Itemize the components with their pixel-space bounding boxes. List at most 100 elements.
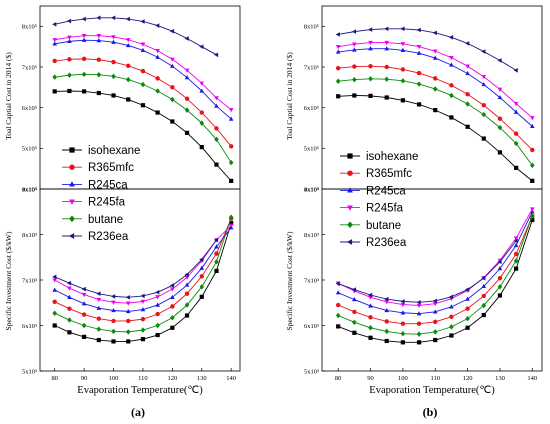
data-point-r245fa xyxy=(513,236,519,241)
data-point-r365mfc xyxy=(368,315,373,320)
series-butane xyxy=(52,71,234,166)
legend-marker xyxy=(347,221,353,229)
series-line-r236ea xyxy=(54,239,217,298)
data-point-butane xyxy=(155,88,160,94)
data-point-r245ca xyxy=(170,294,175,299)
x-tick-label: 120 xyxy=(167,375,177,382)
data-point-isohexane xyxy=(96,337,101,343)
data-point-r365mfc xyxy=(214,126,219,131)
data-point-r245ca xyxy=(529,123,535,129)
data-point-butane xyxy=(432,329,438,335)
data-point-r236ea xyxy=(169,283,175,288)
y-tick-label: 4x10⁵ xyxy=(22,186,37,193)
series-r245fa xyxy=(335,40,535,121)
data-point-r245fa xyxy=(52,38,58,43)
data-point-r245fa xyxy=(529,207,535,212)
legend-item-r245fa: R245fa xyxy=(62,197,126,209)
data-point-r365mfc xyxy=(384,319,389,324)
data-point-isohexane xyxy=(170,325,175,330)
data-point-butane xyxy=(368,325,373,331)
y-tick-label: 7x10³ xyxy=(304,277,319,284)
x-tick-label: 120 xyxy=(463,375,473,382)
panel-b-label: (b) xyxy=(423,405,438,419)
data-point-butane xyxy=(111,73,116,80)
legend-label: R245fa xyxy=(366,203,404,215)
data-point-r236ea xyxy=(351,29,357,34)
data-point-isohexane xyxy=(199,294,204,299)
data-point-r245ca xyxy=(449,304,454,309)
data-point-butane xyxy=(67,317,72,323)
data-point-r245fa xyxy=(111,35,116,40)
data-point-isohexane xyxy=(155,110,160,115)
data-point-isohexane xyxy=(336,94,341,99)
data-point-r365mfc xyxy=(352,64,357,69)
data-point-butane xyxy=(497,124,503,131)
series-isohexane xyxy=(52,221,234,344)
series-line-r365mfc xyxy=(338,216,533,325)
data-point-r236ea xyxy=(66,280,72,286)
x-tick-label: 100 xyxy=(109,375,119,382)
data-point-isohexane xyxy=(214,268,219,273)
data-point-r245ca xyxy=(96,38,102,43)
data-point-r365mfc xyxy=(416,70,422,76)
legend-marker xyxy=(69,164,75,170)
data-point-r245fa xyxy=(449,55,454,61)
data-point-r365mfc xyxy=(228,144,234,149)
data-point-butane xyxy=(170,96,175,103)
legend-label: R245fa xyxy=(88,197,126,209)
y-tick-label: 9x10³ xyxy=(304,186,319,193)
y-tick-label: 5x10³ xyxy=(304,368,319,375)
data-point-r365mfc xyxy=(530,147,535,153)
series-r236ea xyxy=(335,26,518,73)
data-point-r245ca xyxy=(481,81,487,87)
data-point-butane xyxy=(400,330,406,337)
data-point-r365mfc xyxy=(513,251,519,257)
data-point-r245fa xyxy=(67,35,72,40)
legend-label: R236ea xyxy=(88,231,129,243)
data-point-isohexane xyxy=(465,325,470,330)
data-point-r245fa xyxy=(125,301,131,306)
data-point-r245ca xyxy=(432,55,438,60)
data-point-r236ea xyxy=(169,28,175,34)
data-point-r365mfc xyxy=(449,314,454,320)
data-point-butane xyxy=(67,72,72,78)
data-point-r245ca xyxy=(67,294,72,299)
data-point-isohexane xyxy=(514,165,519,170)
series-r245ca xyxy=(335,209,535,316)
x-tick-label: 110 xyxy=(430,375,440,382)
data-point-r236ea xyxy=(96,291,101,296)
legend-item-r236ea: R236ea xyxy=(340,237,407,249)
data-point-r245ca xyxy=(170,63,175,68)
data-point-butane xyxy=(513,258,519,264)
series-r365mfc xyxy=(335,63,535,153)
data-point-isohexane xyxy=(352,93,357,98)
legend-item-r245ca: R245ca xyxy=(340,185,406,197)
data-point-r365mfc xyxy=(140,316,146,322)
data-point-butane xyxy=(155,322,160,329)
y-tick-label: 6x10⁵ xyxy=(304,105,319,112)
data-point-isohexane xyxy=(336,324,341,329)
data-point-r236ea xyxy=(140,19,145,24)
data-point-r245fa xyxy=(529,116,535,121)
data-point-r365mfc xyxy=(214,251,219,256)
y-tick-label: 8x10³ xyxy=(304,232,319,239)
x-tick-label: 100 xyxy=(398,375,408,382)
data-point-r245fa xyxy=(155,295,160,300)
data-point-r365mfc xyxy=(52,299,57,305)
legend-label: isohexane xyxy=(88,145,140,157)
legend-item-r365mfc: R365mfc xyxy=(340,168,412,180)
panel-b-top-plot: 4x10⁵ 5x10⁵ 6x10⁵ 7x10⁵ 8x10⁵ xyxy=(304,24,535,193)
legend-marker xyxy=(69,215,75,223)
data-point-isohexane xyxy=(229,178,234,183)
data-point-r236ea xyxy=(465,41,470,46)
data-point-butane xyxy=(529,162,535,169)
panel-a-bottom-frame xyxy=(39,188,241,372)
data-point-r245fa xyxy=(416,303,422,308)
data-point-butane xyxy=(384,328,390,335)
y-tick-label: 5x10⁵ xyxy=(304,146,319,153)
data-point-isohexane xyxy=(126,339,131,344)
data-point-isohexane xyxy=(214,162,219,167)
data-point-isohexane xyxy=(416,102,422,107)
legend-marker xyxy=(347,153,353,159)
data-point-r245fa xyxy=(214,96,219,101)
